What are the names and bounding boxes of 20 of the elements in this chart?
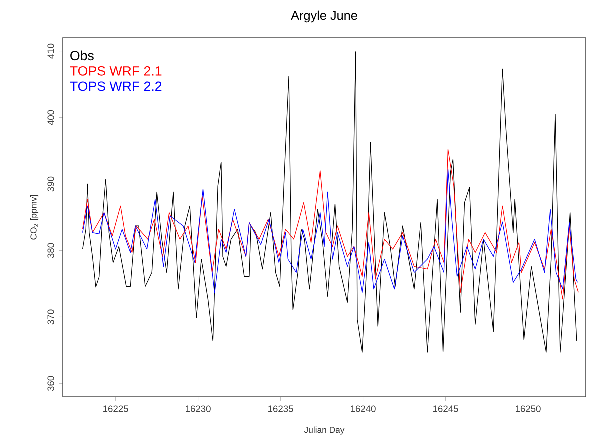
x-tick-label: 16250 bbox=[516, 406, 541, 412]
y-tick-label: 360 bbox=[48, 376, 54, 392]
x-tick-label: 16235 bbox=[268, 406, 294, 412]
y-tick-label: 410 bbox=[48, 44, 54, 59]
y-tick-label: 380 bbox=[48, 243, 54, 258]
text: TOPS WRF 2.1 bbox=[70, 66, 162, 76]
y-tick-label: 390 bbox=[48, 176, 54, 192]
x-axis-title: Julian Day bbox=[304, 426, 345, 435]
x-tick-label: 16230 bbox=[186, 406, 211, 412]
x-tick-label: 16240 bbox=[351, 406, 376, 412]
text: Obs bbox=[70, 50, 94, 61]
x-tick-label: 16245 bbox=[434, 406, 458, 412]
x-tick-label: 16225 bbox=[104, 406, 128, 412]
y-tick-label: 370 bbox=[48, 310, 54, 325]
line-series bbox=[82, 149, 579, 300]
text: TOPS WRF 2.2 bbox=[70, 82, 162, 92]
y-axis-title: CO$_{2}$ [ppmv] bbox=[30, 195, 39, 240]
y-tick-label: 400 bbox=[48, 110, 54, 126]
line-series bbox=[82, 169, 578, 294]
chart-title: Argyle June bbox=[291, 10, 358, 23]
